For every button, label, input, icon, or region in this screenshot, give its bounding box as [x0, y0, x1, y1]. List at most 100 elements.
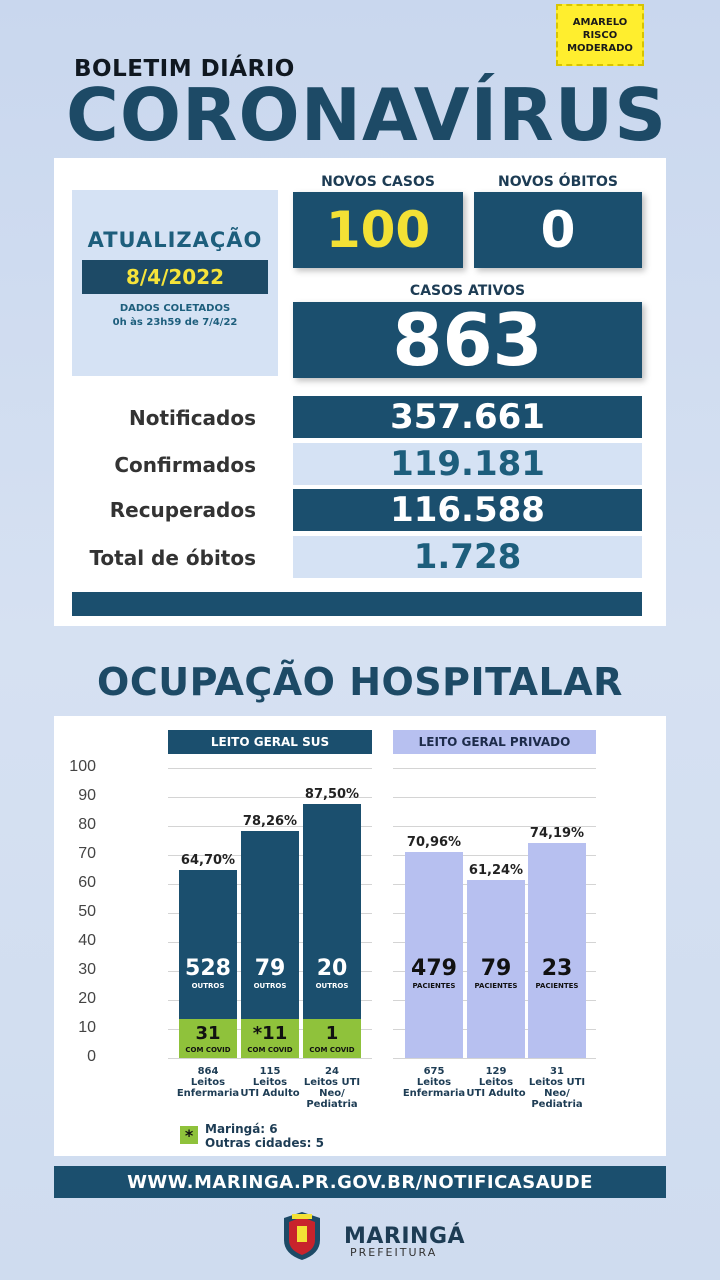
others-sub-label: OUTROS: [191, 982, 225, 990]
covid-count: 31: [195, 1022, 221, 1044]
covid-segment: [179, 1018, 237, 1058]
gridline: [393, 797, 596, 798]
bulletin-subtitle: BOLETIM DIÁRIO: [74, 56, 295, 82]
others-sub-label: OUTROS: [315, 982, 349, 990]
y-tick-label: 50: [78, 903, 96, 920]
logo-name: MARINGÁ: [344, 1224, 466, 1249]
stat-label-confirmed: Confirmados: [114, 453, 256, 477]
update-box: ATUALIZAÇÃO 8/4/2022 DADOS COLETADOS 0h …: [72, 190, 278, 376]
collected-range: 0h às 23h59 de 7/4/22: [112, 317, 238, 328]
stat-label-deaths: Total de óbitos: [89, 546, 256, 570]
bar: [528, 842, 586, 1058]
others-count: 528: [185, 956, 231, 981]
bar-percent-label: 74,19%: [529, 825, 585, 841]
risk-badge-line1: AMARELO: [572, 16, 628, 28]
gridline: [393, 768, 596, 769]
covid-sub-label: COM COVID: [247, 1045, 293, 1054]
collected-info: DADOS COLETADOS 0h às 23h59 de 7/4/22: [113, 302, 238, 330]
others-count: 20: [316, 956, 348, 981]
bar: [405, 852, 463, 1058]
category-line2: Enfermaria: [176, 1088, 240, 1099]
stat-value-notified: 357.661: [293, 396, 642, 438]
y-tick-label: 80: [78, 816, 96, 833]
beds-count: 864: [197, 1066, 219, 1077]
new-deaths-label: NOVOS ÓBITOS: [497, 174, 618, 190]
gridline: [393, 855, 596, 856]
covid-sub-label: COM COVID: [185, 1045, 231, 1054]
category-line2: UTI Adulto: [466, 1088, 526, 1099]
y-tick-label: 70: [78, 845, 96, 862]
category-line1: Leitos: [478, 1077, 514, 1088]
category-line1: Leitos UTI: [303, 1077, 361, 1088]
category-line2: Neo/: [319, 1088, 345, 1099]
gridline: [168, 1058, 372, 1059]
risk-badge: AMARELO RISCO MODERADO: [556, 4, 644, 66]
bar-percent-label: 70,96%: [406, 835, 462, 851]
risk-badge-line2: RISCO: [582, 29, 618, 41]
section-title: OCUPAÇÃO HOSPITALAR: [97, 660, 623, 704]
legend-line2: Outras cidades: 5: [205, 1136, 324, 1150]
y-tick-label: 40: [78, 932, 96, 949]
category-line2: UTI Adulto: [240, 1088, 300, 1099]
category-line1: Leitos: [190, 1077, 226, 1088]
bar: [467, 880, 525, 1058]
stat-value-deaths: 1.728: [293, 536, 642, 578]
gridline: [168, 797, 372, 798]
gridline: [168, 826, 372, 827]
beds-count: 24: [325, 1066, 339, 1077]
active-cases-label: CASOS ATIVOS: [409, 283, 526, 299]
website-link[interactable]: WWW.MARINGA.PR.GOV.BR/NOTIFICASAUDE: [54, 1166, 666, 1198]
beds-count: 31: [550, 1066, 564, 1077]
category-line3: Pediatria: [531, 1099, 583, 1110]
active-cases-value: 863: [293, 298, 642, 382]
y-tick-label: 90: [78, 787, 96, 804]
stat-label-notified: Notificados: [128, 406, 256, 430]
bar-percent-label: 78,26%: [242, 814, 298, 830]
gridline: [393, 826, 596, 827]
others-sub-label: OUTROS: [253, 982, 287, 990]
y-tick-label: 20: [78, 990, 96, 1007]
patients-sub-label: PACIENTES: [474, 982, 518, 990]
bulletin-title: CORONAVÍRUS: [66, 73, 668, 157]
patients-count: 79: [480, 956, 512, 981]
covid-sub-label: COM COVID: [309, 1045, 355, 1054]
covid-count: 1: [325, 1022, 339, 1044]
others-count: 79: [254, 956, 286, 981]
stat-label-recovered: Recuperados: [109, 498, 256, 522]
update-date: 8/4/2022: [82, 260, 268, 294]
private-header: LEITO GERAL PRIVADO: [393, 730, 596, 754]
y-tick-label: 10: [78, 1019, 96, 1036]
covid-segment: [303, 1018, 361, 1058]
logo-subtitle: PREFEITURA: [350, 1246, 438, 1259]
covid-count: *11: [252, 1022, 288, 1044]
city-coat-of-arms-icon: [284, 1212, 320, 1260]
collected-label: DADOS COLETADOS: [119, 303, 231, 314]
new-cases-value: 100: [293, 192, 463, 268]
beds-count: 129: [485, 1066, 507, 1077]
bar-percent-label: 64,70%: [180, 853, 236, 869]
category-line1: Leitos UTI: [528, 1077, 586, 1088]
risk-badge-line3: MODERADO: [567, 42, 633, 54]
stat-value-recovered: 116.588: [293, 489, 642, 531]
asterisk-icon: *: [180, 1126, 198, 1145]
sus-header: LEITO GERAL SUS: [168, 730, 372, 754]
new-cases-label: NOVOS CASOS: [321, 174, 435, 190]
y-tick-label: 30: [78, 961, 96, 978]
summary-footer-bar: [72, 592, 642, 616]
category-line1: Leitos: [252, 1077, 288, 1088]
bar-percent-label: 87,50%: [304, 787, 360, 803]
beds-count: 115: [259, 1066, 281, 1077]
patients-sub-label: PACIENTES: [412, 982, 456, 990]
gridline: [393, 1058, 596, 1059]
category-line3: Pediatria: [306, 1099, 358, 1110]
update-title: ATUALIZAÇÃO: [87, 228, 263, 252]
legend-line1: Maringá: 6: [205, 1122, 278, 1136]
stat-value-confirmed: 119.181: [293, 443, 642, 485]
bar: [303, 804, 361, 1058]
patients-sub-label: PACIENTES: [535, 982, 579, 990]
category-line2: Neo/: [544, 1088, 570, 1099]
covid-segment: [241, 1018, 299, 1058]
bar-percent-label: 61,24%: [468, 863, 524, 879]
category-line2: Enfermaria: [402, 1088, 466, 1099]
category-line1: Leitos: [416, 1077, 452, 1088]
